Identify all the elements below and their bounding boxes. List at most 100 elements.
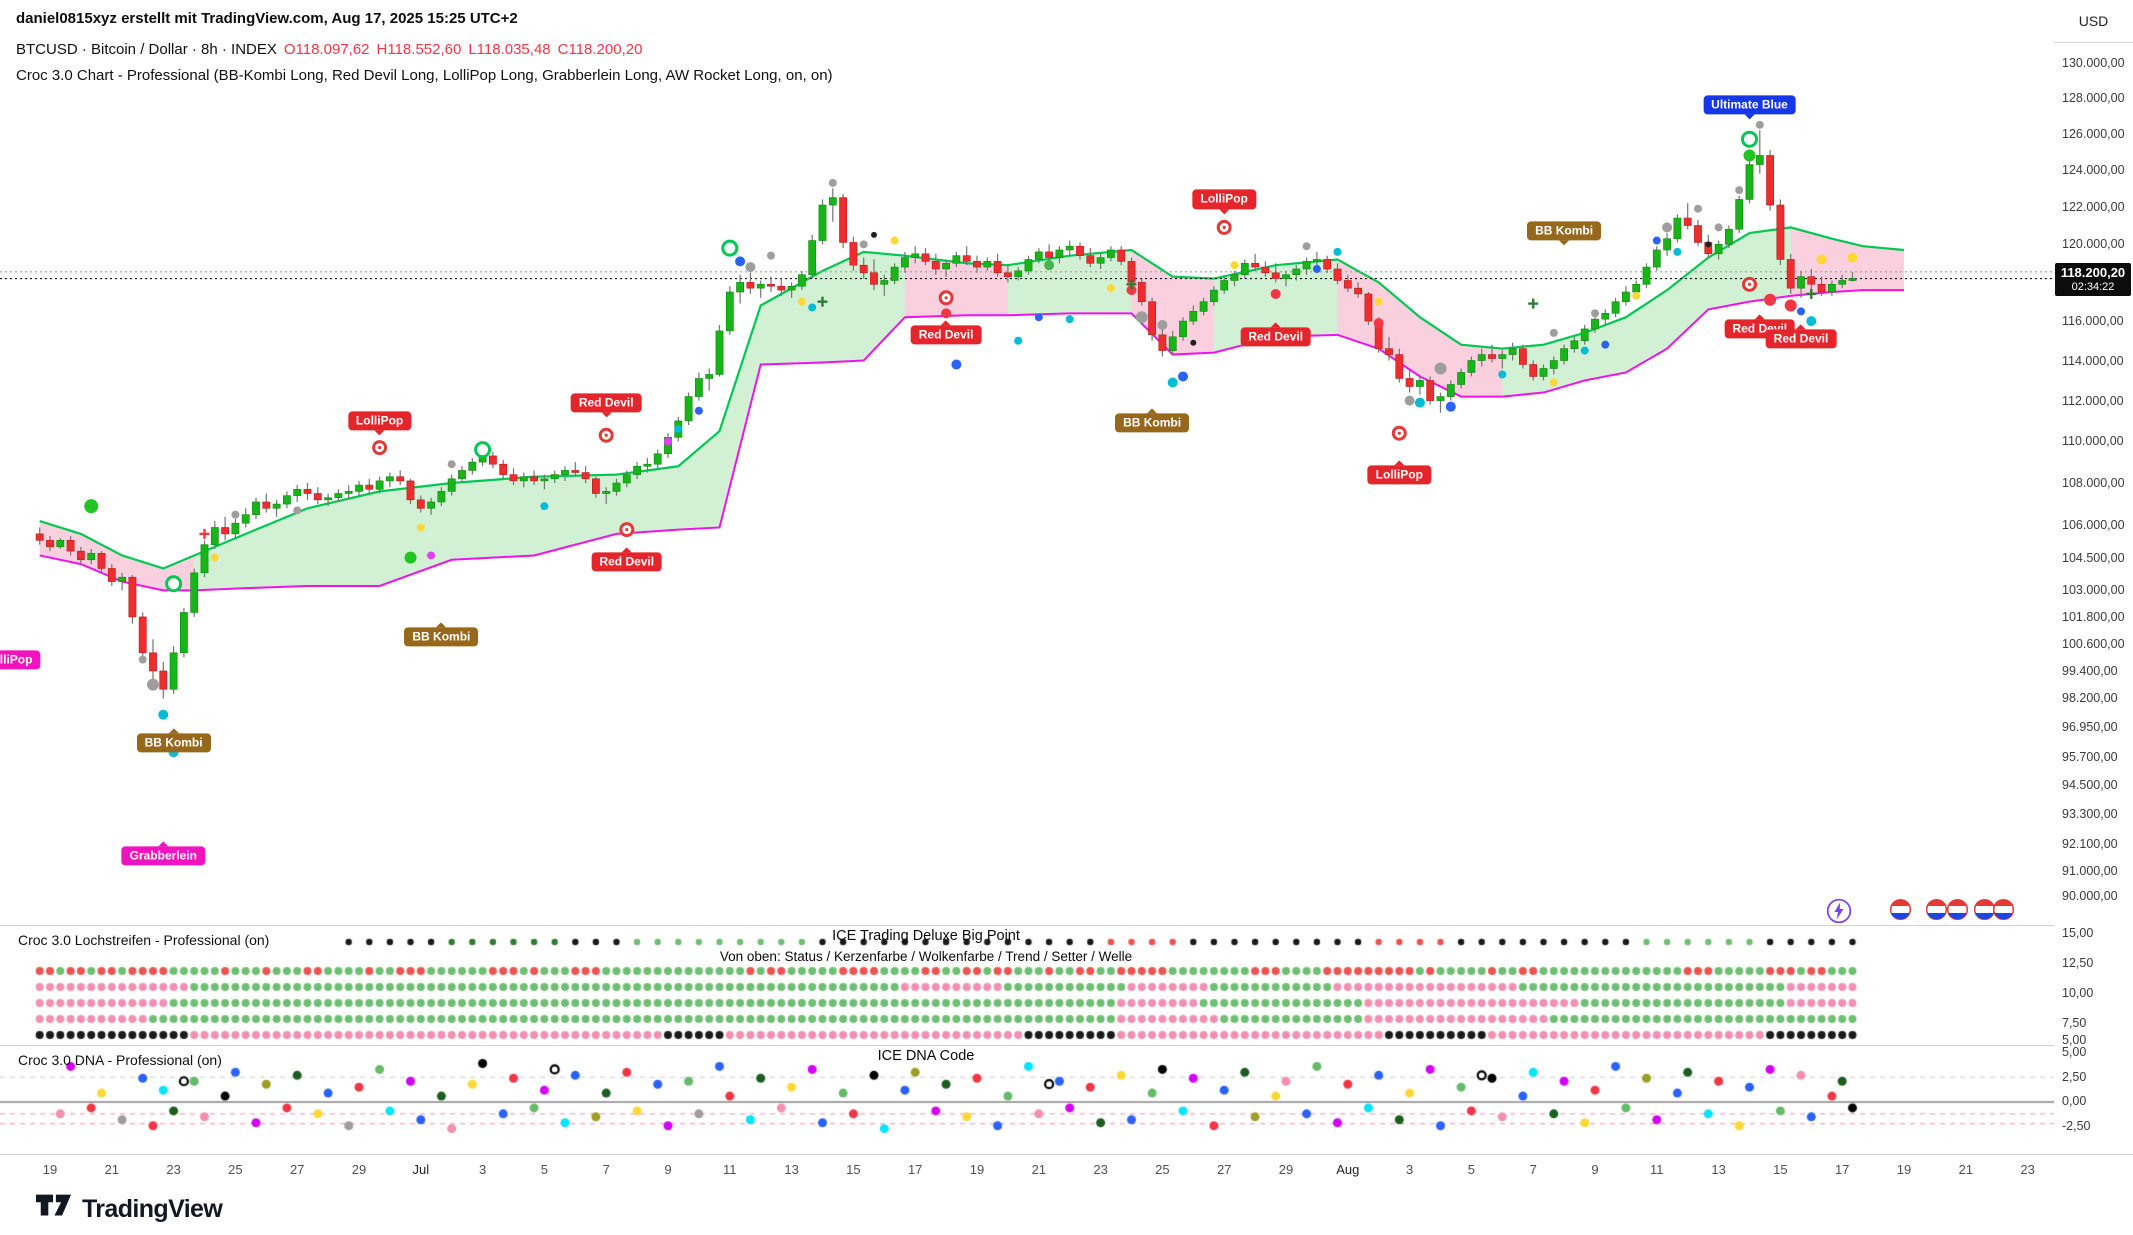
signal-dot <box>1106 284 1115 293</box>
signal-dot <box>1705 241 1712 248</box>
signal-dot <box>694 406 703 415</box>
candle-body <box>911 253 920 258</box>
candle-body <box>1416 380 1424 387</box>
price-axis[interactable]: USD 130.000,00 128.000,00 126.000,00 124.00… <box>2054 0 2133 1154</box>
dna-canvas[interactable] <box>0 1046 2133 1154</box>
candle-body <box>1003 272 1012 277</box>
candle-body <box>973 261 981 268</box>
time-tick: 19 <box>42 1162 58 1177</box>
candle-body <box>1735 199 1744 230</box>
candle-body <box>1745 164 1754 200</box>
candle-body <box>1786 259 1795 289</box>
signal-ring-center <box>1397 431 1401 435</box>
signal-dot <box>1591 309 1599 318</box>
candle-body <box>1313 259 1321 262</box>
candle-body <box>1426 380 1435 401</box>
flag-icon[interactable] <box>1946 898 1969 925</box>
candle-body <box>190 572 199 613</box>
price-chart-canvas[interactable] <box>0 0 2054 925</box>
candle-body <box>787 285 796 291</box>
chart-badge: Red Devil <box>1765 324 1837 349</box>
candle-body <box>107 568 116 582</box>
candle-body <box>653 453 662 465</box>
candle-body <box>1807 276 1816 285</box>
price-tick: 91.000,00 <box>2062 863 2118 878</box>
candle-body <box>746 282 755 289</box>
dna-title[interactable]: Croc 3.0 DNA - Professional (on) <box>18 1052 222 1068</box>
candle-body <box>437 491 446 503</box>
cloud-fill <box>1337 259 1379 349</box>
signal-dot <box>1498 370 1507 379</box>
price-tick: 103.000,00 <box>2062 583 2125 598</box>
candle-body <box>1343 280 1352 289</box>
candle-body <box>797 274 806 287</box>
main-chart[interactable]: Ultimate Blue LolliPop LolliPop LolliPop Red… <box>0 0 2054 925</box>
signal-dot <box>138 655 147 664</box>
candle-body <box>1261 266 1270 274</box>
signal-dot <box>1735 186 1744 195</box>
candle-body <box>231 522 240 535</box>
candle-body <box>1282 274 1290 279</box>
time-tick: 27 <box>1216 1162 1232 1177</box>
signal-dot <box>1404 395 1415 406</box>
flag-icon[interactable] <box>1925 898 1948 925</box>
signal-dot <box>1673 247 1682 256</box>
lochstreifen-title[interactable]: Croc 3.0 Lochstreifen - Professional (on… <box>18 932 270 948</box>
candle-body <box>1364 293 1373 322</box>
dna-axis-tick: 2,50 <box>2062 1070 2087 1084</box>
signal-dot <box>1847 252 1858 263</box>
flag-icon[interactable] <box>1973 898 1996 925</box>
candle-body <box>1498 354 1507 359</box>
lochstreifen-canvas[interactable] <box>0 926 2133 1045</box>
price-tick: 94.500,00 <box>2062 778 2118 793</box>
tradingview-footer[interactable]: TradingView <box>36 1193 223 1226</box>
cloud-fill <box>1667 257 1709 349</box>
dna-axis-tick: 5,00 <box>2062 1045 2087 1059</box>
time-tick: 27 <box>289 1162 305 1177</box>
candle-body <box>1179 320 1187 338</box>
indicator-title[interactable]: Croc 3.0 Chart - Professional (BB-Kombi … <box>16 67 833 84</box>
candle-body <box>931 261 940 270</box>
chart-badge: BB Kombi <box>404 622 479 647</box>
candle-body <box>715 330 724 375</box>
candle-body <box>540 478 549 482</box>
price-tick: 99.400,00 <box>2062 663 2118 678</box>
chart-badge: LolliPop <box>347 411 412 436</box>
boost-lightning-icon[interactable] <box>1826 898 1852 925</box>
symbol-title[interactable]: BTCUSD · Bitcoin / Dollar · 8h · INDEX <box>16 41 277 58</box>
signal-ring <box>474 441 492 459</box>
time-tick: 9 <box>1591 1162 1599 1177</box>
candle-body <box>602 491 611 494</box>
candle-body <box>1529 364 1538 377</box>
lochstreifen-panel[interactable]: Croc 3.0 Lochstreifen - Professional (on… <box>0 925 2133 1046</box>
chart-badge: Red Devil <box>591 547 663 572</box>
cloud-fill <box>1419 317 1462 397</box>
candle-body <box>118 576 126 582</box>
candle-body <box>1828 284 1836 293</box>
signal-dot <box>416 523 425 532</box>
signal-dot <box>1167 377 1178 388</box>
price-tick: 120.000,00 <box>2062 237 2125 252</box>
time-tick: 7 <box>602 1162 610 1177</box>
candle-body <box>262 501 271 509</box>
dna-panel[interactable]: Croc 3.0 DNA - Professional (on) ICE DNA… <box>0 1045 2133 1155</box>
flag-icon[interactable] <box>1889 898 1912 925</box>
chart-badge: Red Devil <box>1240 322 1312 347</box>
price-tick: 93.300,00 <box>2062 807 2118 822</box>
flag-icon[interactable] <box>1992 898 2015 925</box>
signal-dot <box>1333 247 1342 256</box>
time-tick: 23 <box>2020 1162 2035 1177</box>
signal-dot <box>158 709 169 720</box>
time-axis[interactable]: 19 21 23 25 27 29 Jul 3 5 7 9 11 13 15 17 19 21 23 25 27 29 A… <box>0 1154 2133 1185</box>
current-price-label: 118.200,20 02:34:22 <box>2055 262 2131 296</box>
candle-body <box>1220 280 1229 291</box>
candle-body <box>35 533 44 541</box>
candle-body <box>550 474 559 480</box>
signal-dot <box>540 502 549 511</box>
signal-dot <box>210 553 219 562</box>
candle-body <box>952 255 961 264</box>
candle-body <box>180 612 188 654</box>
candle-body <box>458 470 466 480</box>
candle-body <box>777 285 786 291</box>
candle-body <box>818 204 827 241</box>
